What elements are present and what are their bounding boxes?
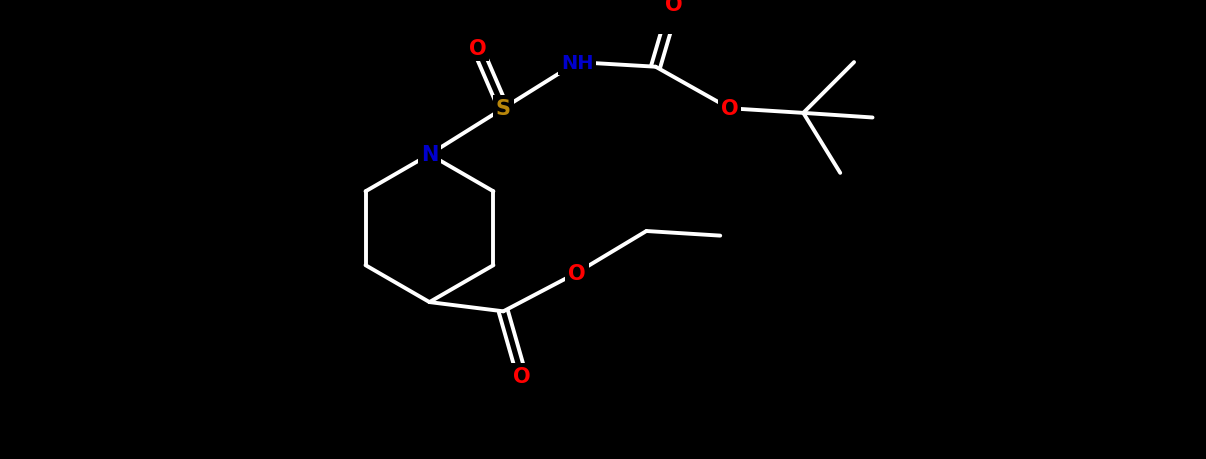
Text: O: O [666,0,683,15]
Text: S: S [496,99,511,119]
Text: N: N [421,145,438,165]
Text: O: O [568,263,586,283]
Text: NH: NH [561,54,593,73]
Text: O: O [513,366,531,386]
Text: O: O [469,39,486,59]
Text: O: O [721,99,738,119]
